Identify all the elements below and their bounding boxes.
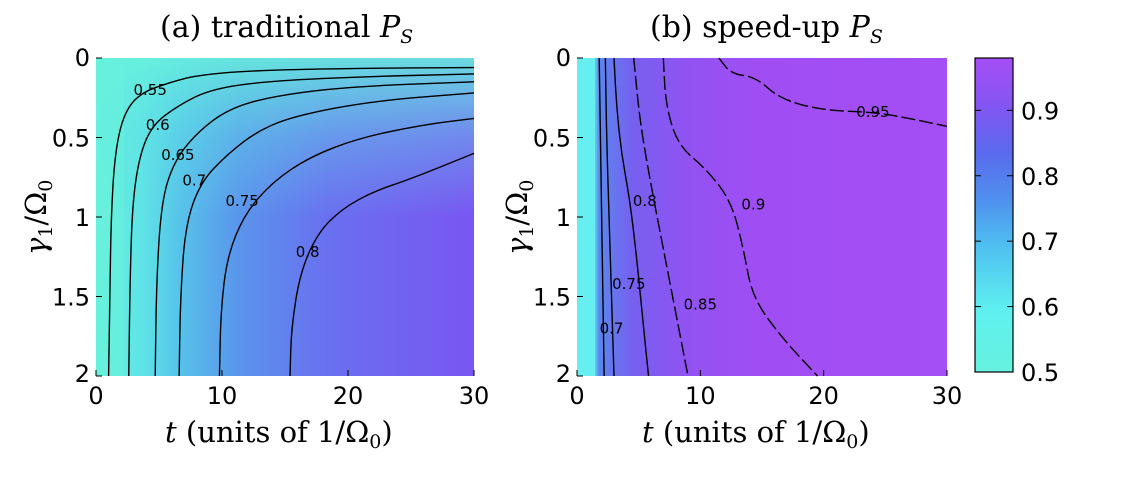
contour-label: 0.8 xyxy=(633,192,657,210)
panel-b-contours xyxy=(598,57,948,377)
panel-a-contour-labels: 0.55 0.6 0.65 0.7 0.75 0.8 xyxy=(133,81,319,261)
contour-label: 0.8 xyxy=(296,243,320,261)
x-tick-label: 30 xyxy=(459,382,490,410)
contour-line-0-8 xyxy=(289,152,475,377)
contour-line-0-6 xyxy=(128,73,475,377)
panel-b-plot-area xyxy=(577,58,947,376)
y-tick-label: 0.5 xyxy=(52,125,90,153)
colorbar-ticks: 0.5 0.6 0.7 0.8 0.9 xyxy=(975,97,1059,387)
panel-a-y-ticks: 0 0.5 1 1.5 2 xyxy=(52,44,102,388)
panel-a-title: (a) traditional PS xyxy=(160,10,413,48)
x-tick-label: 20 xyxy=(333,382,364,410)
contour-label: 0.75 xyxy=(225,192,258,210)
x-tick-label: 0 xyxy=(569,382,584,410)
panel-b-y-ticks: 0 0.5 1 1.5 2 xyxy=(533,44,583,388)
panel-a-x-ticks: 0 10 20 30 xyxy=(88,370,489,410)
x-tick-label: 10 xyxy=(207,382,238,410)
contour-line-0-75 xyxy=(604,57,615,377)
panel-a: (a) traditional PS 0.55 0.6 0.65 0.7 0.75 0.8… xyxy=(19,10,489,453)
x-tick-label: 10 xyxy=(685,382,716,410)
y-tick-label: 0 xyxy=(556,44,571,72)
y-tick-label: 1.5 xyxy=(533,284,571,312)
contour-label: 0.95 xyxy=(856,103,889,121)
panel-b-y-label: γ1/Ω0 xyxy=(500,180,538,255)
y-tick-label: 2 xyxy=(556,360,571,388)
colorbar-tick-label: 0.7 xyxy=(1021,228,1059,256)
x-tick-label: 20 xyxy=(808,382,839,410)
contour-line-0-65 xyxy=(154,81,475,377)
y-tick-label: 1 xyxy=(75,204,90,232)
contour-label: 0.9 xyxy=(741,195,765,213)
panel-b: (b) speed-up PS 0.70.750.80.850.90.95 00… xyxy=(500,10,962,453)
contour-label: 0.55 xyxy=(133,81,166,99)
panel-a-x-label: t (units of 1/Ω0) xyxy=(165,415,393,453)
contour-line-0-7 xyxy=(178,92,475,377)
colorbar-tick-label: 0.6 xyxy=(1021,294,1059,322)
colorbar-gradient xyxy=(974,57,1014,373)
contour-line-0-55 xyxy=(107,66,475,377)
y-tick-label: 0 xyxy=(75,44,90,72)
contour-line-0-95 xyxy=(718,57,948,128)
contour-label: 0.85 xyxy=(684,295,717,313)
colorbar: 0.5 0.6 0.7 0.8 0.9 xyxy=(974,57,1059,387)
x-tick-label: 0 xyxy=(88,382,103,410)
contour-line-0-75 xyxy=(218,117,475,377)
panel-b-x-ticks: 0 10 20 30 xyxy=(569,370,962,410)
panel-b-x-label: t (units of 1/Ω0) xyxy=(642,415,870,453)
y-tick-label: 2 xyxy=(75,360,90,388)
panel-a-shading xyxy=(96,58,474,376)
colorbar-tick-label: 0.9 xyxy=(1021,97,1059,125)
contour-label: 0.65 xyxy=(161,146,194,164)
y-tick-label: 1 xyxy=(556,204,571,232)
contour-line-0-9 xyxy=(662,57,819,377)
contour-label: 0.7 xyxy=(182,171,206,189)
colorbar-tick-label: 0.5 xyxy=(1021,359,1059,387)
contour-label: 0.7 xyxy=(600,319,624,337)
contour-label: 0.75 xyxy=(612,275,645,293)
contour-line-0-7 xyxy=(598,57,605,377)
contour-line-0-85 xyxy=(633,57,689,377)
panel-b-title: (b) speed-up PS xyxy=(650,10,883,48)
panel-a-contours xyxy=(107,66,475,377)
panel-b-contour-labels: 0.7 0.75 0.8 0.85 0.9 0.95 xyxy=(600,103,890,337)
x-tick-label: 30 xyxy=(932,382,963,410)
colorbar-tick-label: 0.8 xyxy=(1021,163,1059,191)
contour-label: 0.6 xyxy=(146,116,170,134)
y-tick-label: 0.5 xyxy=(533,125,571,153)
y-tick-label: 1.5 xyxy=(52,284,90,312)
contour-line-0-8 xyxy=(613,57,650,377)
panel-a-y-label: γ1/Ω0 xyxy=(19,180,57,255)
